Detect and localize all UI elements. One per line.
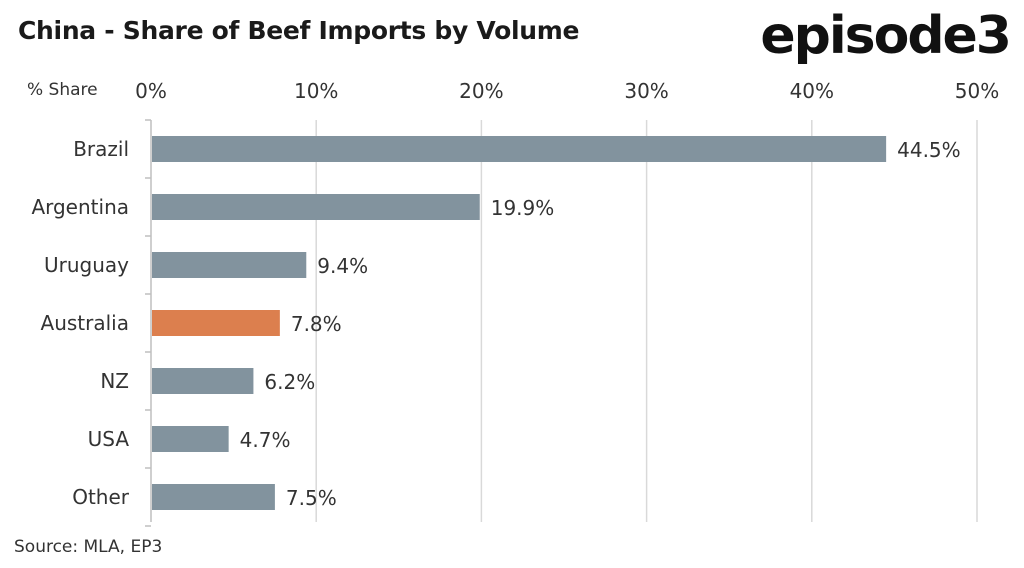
x-tick-label: 10% [294, 79, 338, 103]
bar-uruguay [152, 252, 307, 278]
x-tick-label: 30% [624, 79, 668, 103]
category-label: Argentina [31, 195, 129, 219]
bar-other [152, 484, 275, 510]
category-labels: Brazil Argentina Uruguay Australia NZ USA Othe… [31, 137, 129, 509]
x-tick-label: 0% [135, 79, 167, 103]
bar-australia [152, 310, 280, 336]
x-tick-label: 50% [955, 79, 999, 103]
data-label: 19.9% [491, 196, 555, 220]
x-tick-label: 20% [459, 79, 503, 103]
data-label: 7.5% [286, 486, 337, 510]
axis-unit-label: % Share [27, 80, 98, 100]
bar-argentina [152, 194, 480, 220]
source-note: Source: MLA, EP3 [14, 537, 163, 557]
bars [152, 136, 887, 510]
x-axis-ticks: 0% 10% 20% 30% 40% 50% [135, 79, 999, 103]
bar-usa [152, 426, 229, 452]
data-label: 44.5% [897, 138, 961, 162]
category-label: Australia [41, 311, 129, 335]
category-label: Other [72, 485, 130, 509]
data-label: 9.4% [317, 254, 368, 278]
x-tick-label: 40% [790, 79, 834, 103]
category-label: NZ [100, 369, 129, 393]
bar-brazil [152, 136, 887, 162]
bar-nz [152, 368, 254, 394]
episode3-logo: episode3 [760, 6, 1012, 66]
gridlines [145, 119, 978, 527]
category-label: Uruguay [44, 253, 129, 277]
data-labels: 44.5% 19.9% 9.4% 7.8% 6.2% 4.7% 7.5% [240, 138, 961, 510]
data-label: 7.8% [291, 312, 342, 336]
data-label: 6.2% [264, 370, 315, 394]
data-label: 4.7% [240, 428, 291, 452]
category-label: USA [88, 427, 130, 451]
chart-title: China - Share of Beef Imports by Volume [18, 16, 580, 45]
category-label: Brazil [73, 137, 129, 161]
